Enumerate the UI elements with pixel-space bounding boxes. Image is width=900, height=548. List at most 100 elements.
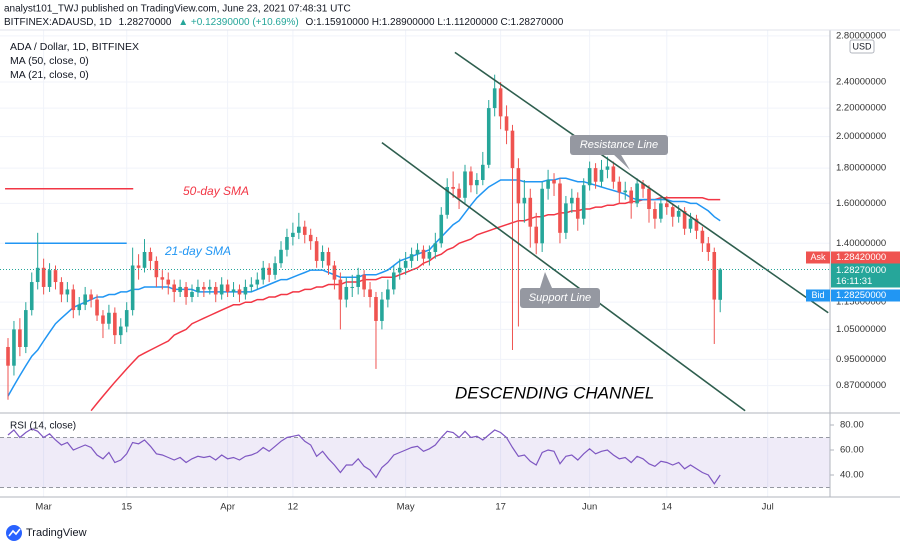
- annotation: 21-day SMA: [164, 244, 231, 258]
- candle-body: [320, 251, 325, 261]
- candle-body: [118, 326, 123, 336]
- candle-body: [356, 274, 360, 287]
- candle-body: [101, 315, 105, 324]
- callout-pointer: [598, 153, 630, 170]
- bid-price: 1.28250000: [836, 290, 886, 301]
- bid-label: Bid: [811, 290, 824, 300]
- candle-body: [12, 329, 16, 366]
- candle-body: [65, 289, 70, 295]
- candle-body: [47, 270, 52, 287]
- bid-label-box: [806, 289, 830, 302]
- y-tick-label: 1.15000000: [836, 297, 886, 308]
- candle-body: [522, 197, 527, 204]
- candle-body: [475, 179, 479, 186]
- x-tick-label: 17: [495, 502, 506, 513]
- rsi-tick-label: 80.00: [840, 420, 864, 431]
- candle-body: [362, 274, 366, 290]
- candle-body: [18, 329, 22, 347]
- candle-body: [433, 243, 438, 252]
- candle-body: [142, 251, 147, 268]
- y-tick-label: 2.00000000: [836, 131, 886, 142]
- candle-body: [249, 284, 254, 287]
- candle-body: [314, 241, 319, 261]
- candle-body: [439, 214, 444, 244]
- annotation: Resistance Line: [580, 139, 658, 151]
- candle-body: [368, 289, 372, 298]
- candle-body: [148, 251, 153, 261]
- candle-body: [510, 130, 515, 169]
- candle-body: [498, 88, 503, 117]
- channel-line: [454, 51, 829, 314]
- candle-body: [564, 203, 568, 233]
- candle-body: [225, 284, 230, 292]
- x-tick-label: Mar: [35, 502, 51, 513]
- candle-body: [427, 251, 432, 259]
- candle-body: [41, 267, 46, 287]
- candle-body: [504, 116, 509, 131]
- x-tick-label: Jul: [762, 502, 774, 513]
- x-tick-label: 15: [121, 502, 132, 513]
- candle-body: [706, 243, 711, 252]
- x-tick-label: 12: [288, 502, 299, 513]
- brand: TradingView: [26, 527, 87, 539]
- annotation: DESCENDING CHANNEL: [455, 383, 654, 402]
- x-tick-label: 14: [662, 502, 673, 513]
- candle-body: [481, 164, 485, 180]
- candle-body: [528, 197, 533, 227]
- candle-body: [374, 297, 378, 321]
- candle-body: [664, 203, 669, 208]
- rsi-legend: RSI (14, close): [10, 421, 76, 432]
- candle-body: [184, 286, 188, 298]
- candle-body: [415, 249, 420, 255]
- countdown: 16:11:31: [836, 276, 872, 287]
- candle-body: [700, 230, 705, 244]
- candle-body: [344, 286, 349, 300]
- y-tick-label: 0.87000000: [836, 380, 886, 391]
- last-price: 1.28270000: [119, 17, 172, 28]
- candle-body: [130, 265, 135, 311]
- candle-body: [492, 88, 497, 109]
- channel-line: [381, 141, 746, 412]
- candle-body: [386, 289, 390, 300]
- candle-body: [534, 226, 539, 244]
- candle-body: [338, 279, 343, 300]
- callout-box: [520, 288, 600, 308]
- candle-body: [95, 299, 99, 316]
- candle-body: [575, 197, 580, 219]
- candle-body: [688, 218, 693, 229]
- candle-body: [243, 286, 248, 295]
- symbol-line: BITFINEX:ADAUSD, 1D 1.28270000 ▲ +0.1239…: [4, 17, 564, 28]
- candle-body: [457, 188, 461, 198]
- candle-body: [332, 265, 337, 280]
- candle-body: [196, 286, 200, 292]
- ask-label: Ask: [810, 252, 826, 262]
- candle-body: [397, 267, 402, 273]
- candle-body: [267, 267, 271, 275]
- candle-body: [712, 251, 717, 300]
- candle-body: [641, 183, 645, 189]
- candle-body: [581, 185, 586, 219]
- candle-body: [6, 346, 10, 366]
- candle-body: [659, 203, 663, 219]
- candle-body: [670, 207, 675, 217]
- rsi-band: [0, 437, 830, 488]
- y-tick-label: 1.60000000: [836, 198, 886, 209]
- candle-body: [635, 183, 639, 204]
- y-tick-label: 1.80000000: [836, 163, 886, 174]
- candle-body: [558, 183, 562, 233]
- candle-body: [682, 210, 687, 229]
- callout-pointer: [540, 272, 552, 288]
- candle-body: [380, 299, 384, 321]
- candle-body: [445, 186, 449, 215]
- candle-body: [629, 190, 633, 204]
- candle-body: [350, 286, 355, 288]
- candle-body: [469, 171, 473, 186]
- candle-body: [308, 234, 313, 242]
- candle-body: [421, 249, 426, 259]
- candle-body: [202, 286, 206, 290]
- candle-body: [599, 169, 604, 182]
- candle-body: [35, 267, 40, 283]
- candle-body: [516, 168, 521, 204]
- candle-body: [29, 282, 34, 311]
